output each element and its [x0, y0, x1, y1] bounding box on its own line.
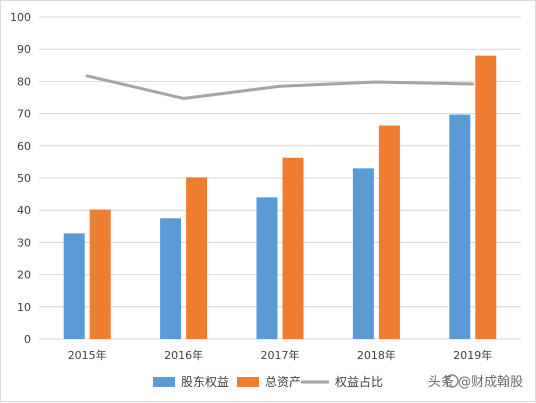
x-tick-label: 2018年: [357, 348, 396, 362]
y-tick-label: 10: [17, 301, 31, 314]
legend-swatch-1: [237, 377, 259, 387]
bar-0-3: [352, 168, 374, 339]
x-tick-label: 2015年: [68, 348, 107, 362]
legend-label-2: 权益占比: [335, 374, 383, 389]
bar-series-group: [63, 55, 497, 339]
legend-label-0: 股东权益: [181, 375, 229, 389]
bar-0-4: [449, 114, 471, 339]
bar-0-0: [63, 233, 85, 339]
line-point-2-1: [183, 97, 185, 99]
bar-1-0: [89, 209, 111, 339]
legend-label-1: 总资产: [265, 375, 301, 389]
line-point-2-2: [279, 85, 281, 87]
line-point-2-3: [375, 81, 377, 83]
y-tick-label: 50: [17, 172, 31, 185]
bar-1-4: [475, 55, 497, 339]
y-tick-label: 80: [17, 75, 31, 88]
y-tick-label: 30: [17, 236, 31, 249]
line-series-2: [85, 74, 475, 100]
y-tick-label: 70: [17, 108, 31, 121]
bar-1-2: [282, 157, 304, 339]
bar-1-3: [378, 125, 400, 339]
y-tick-label: 100: [10, 11, 31, 24]
x-tick-label: 2016年: [164, 348, 203, 362]
y-tick-label: 0: [24, 333, 31, 346]
bar-0-2: [256, 197, 278, 339]
line-series-group: [85, 74, 475, 100]
y-tick-label: 90: [17, 43, 31, 56]
line-point-2-4: [472, 83, 474, 85]
x-tick-label: 2017年: [261, 348, 300, 362]
bar-1-1: [186, 177, 208, 339]
x-tick-label: 2019年: [453, 348, 492, 362]
legend: 股东权益 总资产 权益占比: [153, 374, 383, 389]
gridlines: [39, 16, 521, 340]
y-axis-tick-labels: 0 10 20 30 40 50 60 70 80 90 100: [10, 11, 31, 346]
watermark: 头条 @财成翰股: [428, 374, 523, 390]
y-tick-label: 60: [17, 140, 31, 153]
y-tick-label: 40: [17, 204, 31, 217]
legend-swatch-0: [153, 377, 175, 387]
line-point-2-0: [86, 75, 88, 77]
bar-0-1: [160, 218, 182, 339]
y-tick-label: 20: [17, 269, 31, 282]
watermark-icon: [445, 374, 459, 388]
x-axis-tick-labels: 2015年 2016年 2017年 2018年 2019年: [68, 348, 493, 362]
watermark-text: 头条 @财成翰股: [428, 374, 523, 390]
